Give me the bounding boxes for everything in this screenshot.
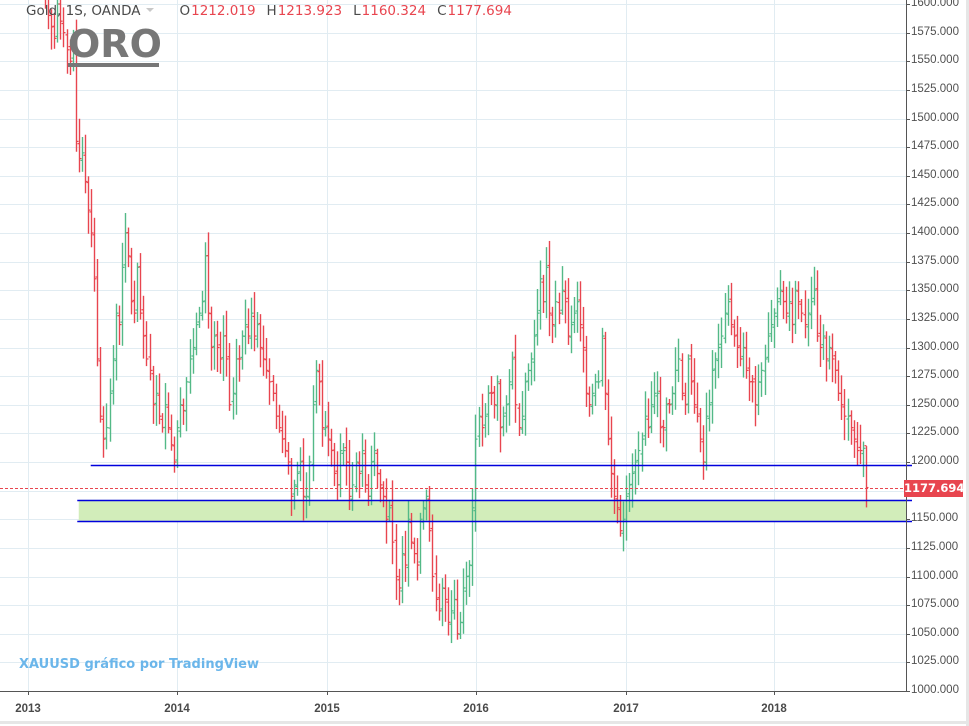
symbol-legend[interactable]: Gold, 1S, OANDA O1212.019 H1213.923 L1160.3…	[26, 3, 512, 19]
time-tick-label: 2016	[463, 703, 489, 715]
price-tick-label: 1400.000	[911, 226, 959, 238]
price-tick-label: 1125.000	[911, 540, 959, 553]
price-tick-label: 1500.000	[911, 111, 959, 124]
price-tick-label: 1350.000	[911, 283, 959, 296]
axes	[0, 0, 910, 695]
open-value: 1212.019	[191, 3, 256, 19]
price-tick-label: 1475.000	[911, 140, 959, 153]
time-tick-label: 2018	[761, 703, 787, 715]
time-tick-label: 2013	[15, 703, 41, 715]
price-tick-label: 1025.000	[911, 655, 959, 668]
support-lines[interactable]	[0, 464, 912, 523]
right-border	[966, 0, 969, 726]
price-tick-label: 1300.000	[911, 340, 959, 353]
caret-down-icon[interactable]	[146, 8, 155, 12]
price-tick-label: 1450.000	[911, 168, 959, 181]
ohlc-bars	[44, 0, 869, 644]
close-label: C	[437, 3, 447, 19]
price-tick-label: 1075.000	[911, 598, 959, 611]
chart-annotation-title[interactable]: ORO	[68, 22, 162, 66]
price-tick-label: 1050.000	[911, 626, 959, 639]
price-tick-label: 1425.000	[911, 197, 959, 210]
price-tick-label: 1250.000	[911, 397, 959, 410]
price-tick-label: 1550.000	[911, 54, 959, 67]
low-label: L	[353, 3, 361, 19]
time-tick-label: 2015	[314, 703, 340, 715]
price-tick-label: 1100.000	[911, 569, 959, 582]
close-value: 1177.694	[447, 3, 512, 19]
price-tick-label: 1275.000	[911, 369, 959, 382]
grid-lines	[0, 0, 906, 692]
price-tick-label: 1375.000	[911, 254, 959, 267]
tradingview-watermark[interactable]: XAUUSD gráfico por TradingView	[19, 657, 259, 672]
bottom-border	[0, 721, 969, 724]
time-tick-label: 2014	[164, 703, 190, 715]
annotation-underline	[68, 63, 159, 67]
low-value: 1160.324	[361, 3, 427, 19]
price-tick-label: 1200.000	[911, 455, 959, 467]
symbol-name[interactable]: Gold, 1S, OANDA	[26, 3, 141, 19]
price-tick-label: 1325.000	[911, 311, 959, 324]
price-tick-label: 1600.000	[911, 0, 959, 9]
high-value: 1213.923	[277, 3, 343, 19]
time-tick-label: 2017	[613, 703, 639, 715]
price-tick-label: 1225.000	[911, 426, 959, 439]
high-label: H	[266, 3, 277, 19]
price-tick-label: 1575.000	[911, 25, 959, 38]
price-tick-label: 1150.000	[911, 512, 959, 525]
price-tick-label: 1525.000	[911, 82, 959, 95]
support-zone	[78, 499, 906, 521]
open-label: O	[179, 3, 191, 19]
last-price-label: 1177.694	[904, 480, 965, 497]
price-tick-label: 1000.000	[911, 684, 959, 696]
